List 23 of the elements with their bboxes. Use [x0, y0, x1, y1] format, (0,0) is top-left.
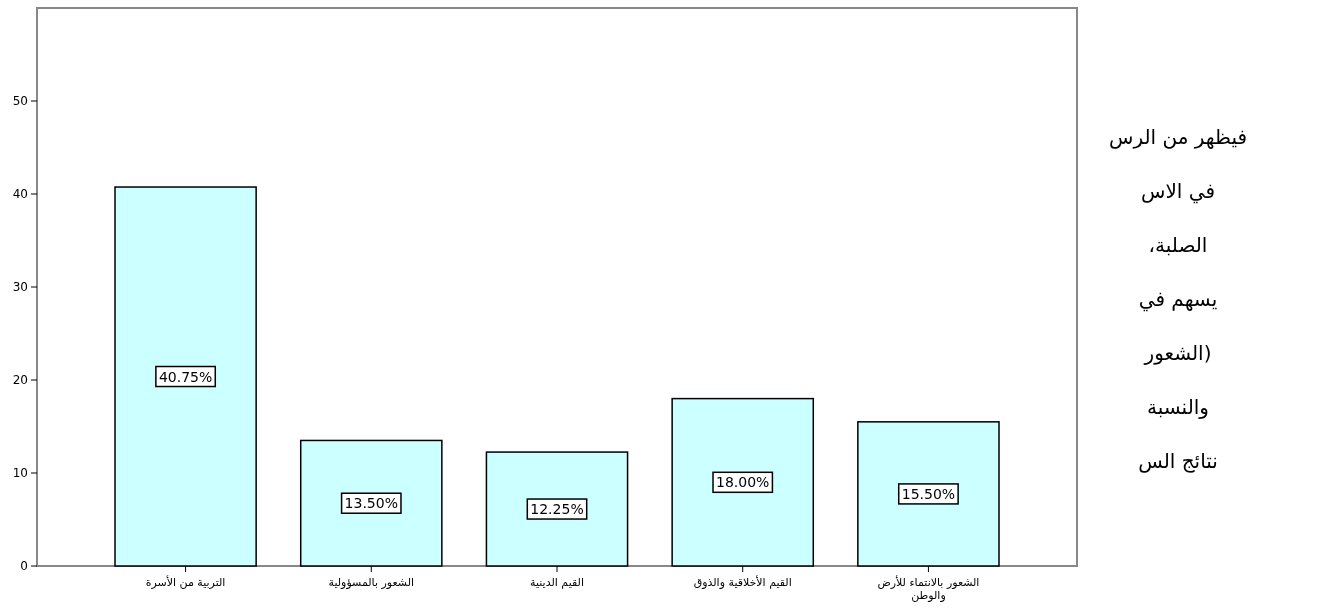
data-label: 12.25%: [530, 501, 584, 518]
text: فيظهر من الرس: [1108, 125, 1248, 149]
text: (الشعور: [1143, 341, 1212, 365]
y-tick-label: 50: [12, 94, 28, 108]
x-tick-label: القيم الدينية: [530, 576, 584, 589]
y-tick-label: 0: [20, 559, 28, 573]
data-label: 13.50%: [344, 495, 398, 512]
text: والنسبة: [1147, 395, 1209, 419]
x-tick-label: الشعور بالانتماء للأرض والوطن: [877, 575, 980, 602]
x-tick-label: التربية من الأسرة: [145, 575, 226, 589]
data-label: 18.00%: [716, 474, 770, 491]
y-tick-label: 40: [12, 187, 28, 201]
text: نتائج الس: [1138, 449, 1218, 473]
text: يسهم في: [1138, 287, 1218, 312]
y-tick-label: 30: [12, 280, 28, 294]
y-tick-label: 10: [12, 466, 28, 480]
data-label: 15.50%: [901, 485, 956, 502]
data-label: 40.75%: [158, 368, 213, 385]
x-tick-label: القيم الأخلاقية والذوق: [693, 575, 792, 589]
y-tick-label: 20: [12, 373, 28, 387]
text: في الاس: [1141, 179, 1215, 204]
text: الصلبة،: [1148, 233, 1208, 257]
x-tick-label: الشعور بالمسؤولية: [328, 576, 415, 589]
